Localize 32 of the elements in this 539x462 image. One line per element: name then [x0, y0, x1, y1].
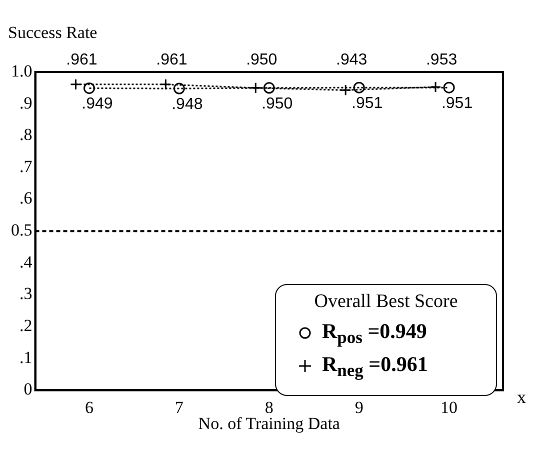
data-label: .949	[82, 96, 113, 113]
data-label: .953	[426, 51, 458, 68]
data-label: .951	[352, 95, 383, 112]
y-tick-label: .8	[20, 125, 32, 144]
data-label: .950	[246, 51, 278, 68]
y-tick-label: 1.0	[11, 61, 32, 80]
data-label: .961	[66, 51, 98, 68]
x-tick-label: 6	[84, 398, 94, 417]
x-tick-label: 9	[354, 398, 364, 417]
y-tick-label: .9	[20, 93, 32, 112]
y-tick-label: .4	[20, 252, 33, 272]
legend-label: R$_{neg}$ =0.961	[322, 352, 428, 381]
data-label: .951	[441, 95, 473, 112]
y-axis-title: Success Rate	[8, 22, 98, 42]
data-label: .950	[262, 95, 293, 112]
y-tick-label: .2	[20, 316, 32, 336]
data-label: .961	[156, 51, 188, 68]
legend-title: Overall Best Score	[313, 290, 459, 313]
y-tick-label: .7	[20, 156, 33, 176]
x-tick-label: 8	[264, 398, 274, 417]
x-axis-title: No. of Training Data	[198, 414, 340, 434]
y-tick-label: 0.5	[11, 220, 32, 240]
text: x	[517, 386, 526, 407]
x-tick-label: 7	[174, 398, 184, 417]
data-label: .943	[336, 51, 368, 68]
legend-label: R$_{pos}$ =0.949	[322, 318, 427, 348]
y-tick-label: .1	[20, 348, 32, 367]
data-label: .948	[172, 96, 203, 113]
y-tick-label: .6	[20, 188, 32, 208]
x-tick-label: 10	[440, 398, 458, 417]
y-tick-label: .3	[20, 284, 32, 304]
y-tick-label: 0	[24, 380, 32, 399]
